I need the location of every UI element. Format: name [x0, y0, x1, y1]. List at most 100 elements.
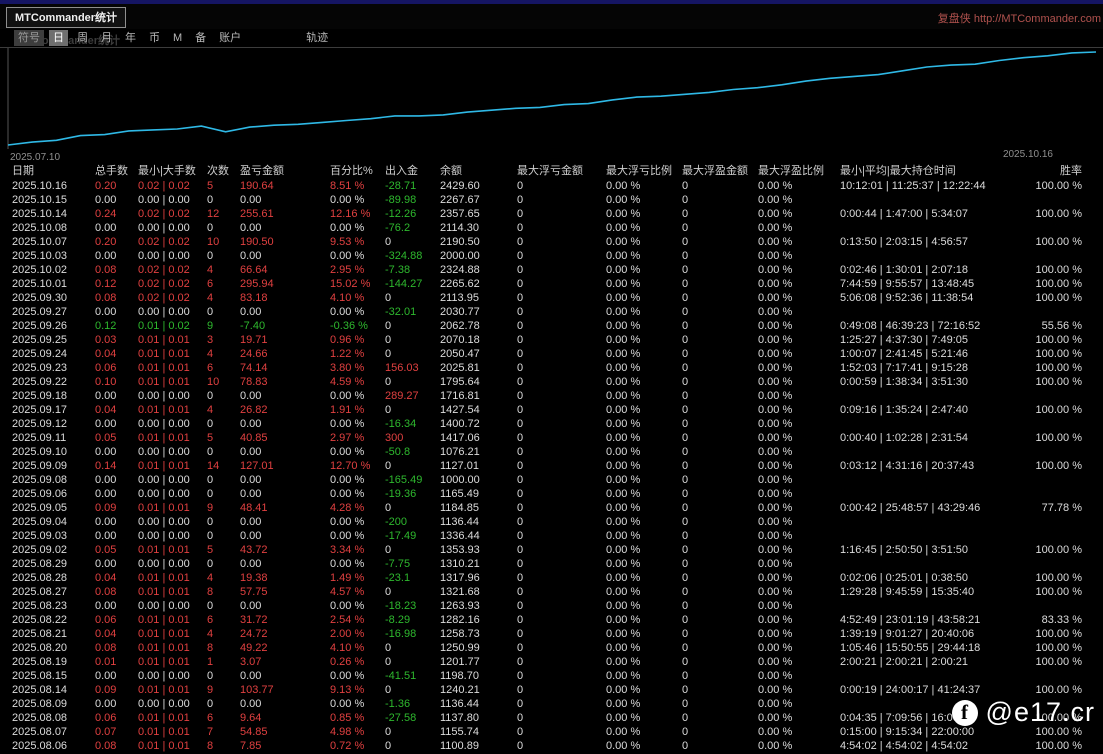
table-row[interactable]: 2025.08.270.080.01 | 0.01857.754.57 %013… — [0, 585, 1103, 599]
table-row[interactable]: 2025.09.060.000.00 | 0.0000.000.00 %-19.… — [0, 487, 1103, 501]
table-row[interactable]: 2025.10.030.000.00 | 0.0000.000.00 %-324… — [0, 249, 1103, 263]
table-row[interactable]: 2025.08.150.000.00 | 0.0000.000.00 %-41.… — [0, 669, 1103, 683]
cashflow-cell: -27.58 — [385, 711, 440, 725]
toolbar-button-账户[interactable]: 账户 — [215, 30, 245, 46]
balance-cell: 2062.78 — [440, 319, 517, 333]
table-row[interactable]: 2025.10.020.080.02 | 0.02466.642.95 %-7.… — [0, 263, 1103, 277]
toolbar-button-周[interactable]: 周 — [73, 30, 92, 46]
hold-time-cell — [840, 529, 1020, 543]
table-row[interactable]: 2025.09.020.050.01 | 0.01543.723.34 %013… — [0, 543, 1103, 557]
minmax-lots-cell: 0.00 | 0.00 — [138, 193, 207, 207]
balance-cell: 1400.72 — [440, 417, 517, 431]
table-row[interactable]: 2025.08.090.000.00 | 0.0000.000.00 %-1.3… — [0, 697, 1103, 711]
total-lots-cell: 0.12 — [95, 319, 138, 333]
table-row[interactable]: 2025.09.090.140.01 | 0.0114127.0112.70 %… — [0, 459, 1103, 473]
table-row[interactable]: 2025.09.030.000.00 | 0.0000.000.00 %-17.… — [0, 529, 1103, 543]
column-header-cashflow[interactable]: 出入金 — [385, 163, 440, 179]
column-header-total-lots[interactable]: 总手数 — [95, 163, 138, 179]
table-row[interactable]: 2025.09.300.080.02 | 0.02483.184.10 %021… — [0, 291, 1103, 305]
table-row[interactable]: 2025.08.070.070.01 | 0.01754.854.98 %011… — [0, 725, 1103, 739]
table-row[interactable]: 2025.10.150.000.00 | 0.0000.000.00 %-89.… — [0, 193, 1103, 207]
table-row[interactable]: 2025.08.230.000.00 | 0.0000.000.00 %-18.… — [0, 599, 1103, 613]
minmax-lots-cell: 0.01 | 0.01 — [138, 683, 207, 697]
table-row[interactable]: 2025.09.180.000.00 | 0.0000.000.00 %289.… — [0, 389, 1103, 403]
table-row[interactable]: 2025.10.160.200.02 | 0.025190.648.51 %-2… — [0, 179, 1103, 193]
total-lots-cell: 0.05 — [95, 431, 138, 445]
table-row[interactable]: 2025.08.140.090.01 | 0.019103.779.13 %01… — [0, 683, 1103, 697]
max-float-loss-pct-cell: 0.00 % — [606, 235, 682, 249]
table-row[interactable]: 2025.09.220.100.01 | 0.011078.834.59 %01… — [0, 375, 1103, 389]
column-header-balance[interactable]: 余额 — [440, 163, 517, 179]
max-float-profit-pct-cell: 0.00 % — [758, 641, 840, 655]
toolbar-button-月[interactable]: 月 — [97, 30, 116, 46]
date-cell: 2025.10.07 — [12, 235, 95, 249]
win-rate-cell: 100.00 % — [1020, 627, 1082, 641]
max-float-profit-pct-cell: 0.00 % — [758, 599, 840, 613]
table-row[interactable]: 2025.09.230.060.01 | 0.01674.143.80 %156… — [0, 361, 1103, 375]
table-row[interactable]: 2025.08.200.080.01 | 0.01849.224.10 %012… — [0, 641, 1103, 655]
column-header-minmax-lots[interactable]: 最小|大手数 — [138, 163, 207, 179]
date-cell: 2025.08.20 — [12, 641, 95, 655]
balance-cell: 1795.64 — [440, 375, 517, 389]
promo-link[interactable]: 复盘侠 http://MTCommander.com — [938, 10, 1101, 26]
toolbar-button-符号[interactable]: 符号 — [14, 30, 44, 46]
table-row[interactable]: 2025.08.080.060.01 | 0.0169.640.85 %-27.… — [0, 711, 1103, 725]
minmax-lots-cell: 0.00 | 0.00 — [138, 515, 207, 529]
cashflow-cell: -165.49 — [385, 473, 440, 487]
table-row[interactable]: 2025.08.210.040.01 | 0.01424.722.00 %-16… — [0, 627, 1103, 641]
max-float-profit-cell: 0 — [682, 263, 758, 277]
column-header-pl[interactable]: 盈亏金额 — [240, 163, 330, 179]
column-header-percent[interactable]: 百分比% — [330, 163, 385, 179]
date-cell: 2025.08.08 — [12, 711, 95, 725]
hold-time-cell — [840, 389, 1020, 403]
max-float-profit-pct-cell: 0.00 % — [758, 445, 840, 459]
toolbar-button-轨迹[interactable]: 轨迹 — [302, 30, 332, 46]
pl-cell: 0.00 — [240, 697, 330, 711]
toolbar-button-币[interactable]: 币 — [145, 30, 164, 46]
table-row[interactable]: 2025.09.250.030.01 | 0.01319.710.96 %020… — [0, 333, 1103, 347]
table-row[interactable]: 2025.08.190.010.01 | 0.0113.070.26 %0120… — [0, 655, 1103, 669]
column-header-count[interactable]: 次数 — [207, 163, 240, 179]
toolbar-button-备[interactable]: 备 — [191, 30, 210, 46]
column-header-max-float-profit-pct[interactable]: 最大浮盈比例 — [758, 163, 840, 179]
percent-cell: 12.70 % — [330, 459, 385, 473]
max-float-profit-cell: 0 — [682, 249, 758, 263]
table-row[interactable]: 2025.09.080.000.00 | 0.0000.000.00 %-165… — [0, 473, 1103, 487]
table-row[interactable]: 2025.10.070.200.02 | 0.0210190.509.53 %0… — [0, 235, 1103, 249]
table-row[interactable]: 2025.09.110.050.01 | 0.01540.852.97 %300… — [0, 431, 1103, 445]
percent-cell: 4.98 % — [330, 725, 385, 739]
max-float-profit-cell: 0 — [682, 375, 758, 389]
column-header-max-float-loss[interactable]: 最大浮亏金额 — [517, 163, 606, 179]
toolbar-button-年[interactable]: 年 — [121, 30, 140, 46]
table-body: 2025.10.160.200.02 | 0.025190.648.51 %-2… — [0, 179, 1103, 753]
column-header-max-float-profit[interactable]: 最大浮盈金额 — [682, 163, 758, 179]
toolbar-button-M[interactable]: M — [169, 30, 186, 46]
table-row[interactable]: 2025.08.280.040.01 | 0.01419.381.49 %-23… — [0, 571, 1103, 585]
column-header-max-float-loss-pct[interactable]: 最大浮亏比例 — [606, 163, 682, 179]
max-float-loss-cell: 0 — [517, 319, 606, 333]
table-row[interactable]: 2025.09.240.040.01 | 0.01424.661.22 %020… — [0, 347, 1103, 361]
column-header-date[interactable]: 日期 — [12, 163, 95, 179]
max-float-loss-cell: 0 — [517, 669, 606, 683]
table-row[interactable]: 2025.09.100.000.00 | 0.0000.000.00 %-50.… — [0, 445, 1103, 459]
minmax-lots-cell: 0.01 | 0.01 — [138, 655, 207, 669]
table-row[interactable]: 2025.09.260.120.01 | 0.029-7.40-0.36 %02… — [0, 319, 1103, 333]
table-row[interactable]: 2025.08.290.000.00 | 0.0000.000.00 %-7.7… — [0, 557, 1103, 571]
table-row[interactable]: 2025.09.270.000.00 | 0.0000.000.00 %-32.… — [0, 305, 1103, 319]
table-row[interactable]: 2025.10.010.120.02 | 0.026295.9415.02 %-… — [0, 277, 1103, 291]
chart-end-date: 2025.10.16 — [1003, 149, 1053, 160]
column-header-hold-time[interactable]: 最小|平均|最大持仓时间 — [840, 163, 1020, 179]
table-row[interactable]: 2025.08.220.060.01 | 0.01631.722.54 %-8.… — [0, 613, 1103, 627]
table-row[interactable]: 2025.08.060.080.01 | 0.0187.850.72 %0110… — [0, 739, 1103, 753]
max-float-profit-cell: 0 — [682, 277, 758, 291]
table-row[interactable]: 2025.09.170.040.01 | 0.01426.821.91 %014… — [0, 403, 1103, 417]
equity-chart[interactable]: 2025.07.10 2025.10.16 — [0, 48, 1103, 149]
table-row[interactable]: 2025.09.050.090.01 | 0.01948.414.28 %011… — [0, 501, 1103, 515]
table-row[interactable]: 2025.09.120.000.00 | 0.0000.000.00 %-16.… — [0, 417, 1103, 431]
table-row[interactable]: 2025.10.080.000.00 | 0.0000.000.00 %-76.… — [0, 221, 1103, 235]
table-row[interactable]: 2025.10.140.240.02 | 0.0212255.6112.16 %… — [0, 207, 1103, 221]
table-row[interactable]: 2025.09.040.000.00 | 0.0000.000.00 %-200… — [0, 515, 1103, 529]
hold-time-cell: 5:06:08 | 9:52:36 | 11:38:54 — [840, 291, 1020, 305]
column-header-win-rate[interactable]: 胜率 — [1020, 163, 1082, 179]
toolbar-button-日[interactable]: 日 — [49, 30, 68, 46]
